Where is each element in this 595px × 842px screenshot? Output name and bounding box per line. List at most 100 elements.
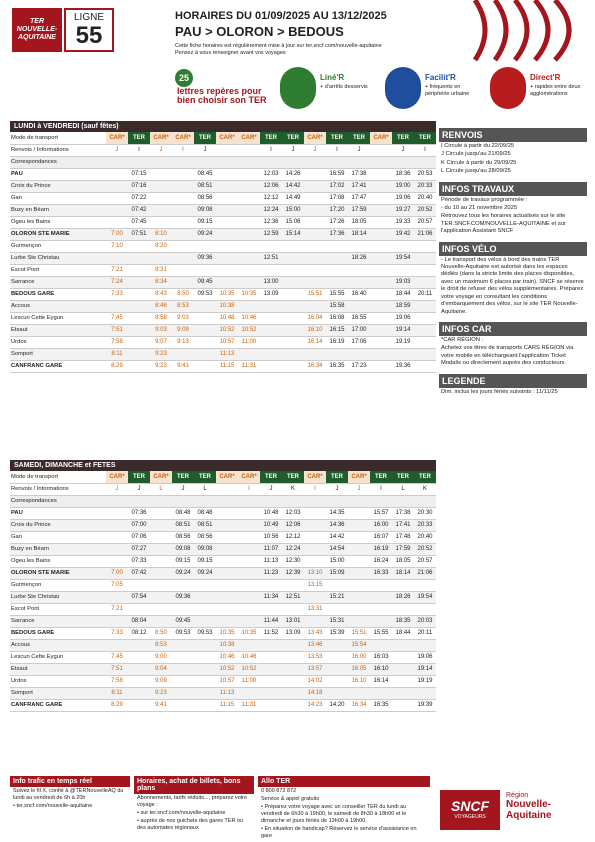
cell xyxy=(150,156,172,169)
time-cell xyxy=(194,663,216,676)
table-row: OLORON STE MARIE 7:00 07:51 8:10 09:24 12:59 1… xyxy=(10,228,436,241)
time-cell xyxy=(194,240,216,253)
mode-cell: TER xyxy=(392,132,414,145)
time-cell xyxy=(414,312,436,325)
time-cell xyxy=(370,264,392,277)
time-cell: 16:34 xyxy=(304,360,326,373)
time-cell: 11:15 xyxy=(216,360,238,373)
line-number: 55 xyxy=(75,22,103,49)
time-cell xyxy=(304,228,326,241)
time-cell: 17:36 xyxy=(326,228,348,241)
logo-text: SNCF xyxy=(450,798,490,814)
time-cell: 20:57 xyxy=(414,216,436,229)
time-cell xyxy=(194,639,216,652)
time-cell xyxy=(304,168,326,181)
time-cell: 11:23 xyxy=(260,567,282,580)
table-row: Lescun Cette Eygun 7:45 8:58 9:03 10:48 10:46… xyxy=(10,312,436,325)
cell xyxy=(326,156,348,169)
renvoi-cell: I xyxy=(326,144,348,157)
table-row: Gurmençon 7:10 8:20 xyxy=(10,240,436,253)
time-cell: 10:52 xyxy=(216,324,238,337)
time-cell xyxy=(370,579,392,592)
brand-text: AQUITAINE xyxy=(18,34,56,41)
time-cell xyxy=(128,348,150,361)
time-cell: 17:41 xyxy=(348,180,370,193)
time-cell xyxy=(106,543,128,556)
banner-text: lettres repères pour bien choisir son TE… xyxy=(177,86,267,105)
time-cell xyxy=(238,603,260,616)
mode-cell: TER xyxy=(326,132,348,145)
mode-name: Liné'R xyxy=(320,73,345,82)
time-cell: 8:10 xyxy=(150,228,172,241)
time-cell xyxy=(326,675,348,688)
station-name: Buzy en Béarn xyxy=(10,543,106,556)
row-label: Renvois / Informations xyxy=(10,144,106,157)
time-cell: 16:34 xyxy=(348,699,370,712)
time-cell xyxy=(370,288,392,301)
mode-desc: + fréquents en périphérie urbaine xyxy=(425,84,470,97)
time-cell xyxy=(216,519,238,532)
table-row: Lurbe Ste Christau 09:36 12:51 18:26 19:54 xyxy=(10,252,436,265)
time-cell xyxy=(414,252,436,265)
time-cell xyxy=(194,675,216,688)
time-cell xyxy=(238,264,260,277)
time-cell: 18:05 xyxy=(348,216,370,229)
time-cell: 13:43 xyxy=(304,627,326,640)
time-cell: 09:24 xyxy=(172,567,194,580)
renvoi-cell: I xyxy=(128,144,150,157)
time-cell xyxy=(414,324,436,337)
station-name: Escot Pont xyxy=(10,264,106,277)
renvoi-cell xyxy=(238,144,260,157)
line-badge: LIGNE 55 xyxy=(64,8,114,52)
time-cell: 10:35 xyxy=(238,288,260,301)
time-cell xyxy=(304,192,326,205)
time-cell: 17:23 xyxy=(348,360,370,373)
time-cell xyxy=(282,276,304,289)
time-cell xyxy=(106,507,128,520)
time-cell xyxy=(414,348,436,361)
time-cell xyxy=(216,531,238,544)
time-cell: 20:40 xyxy=(414,192,436,205)
time-cell xyxy=(150,180,172,193)
time-cell xyxy=(172,579,194,592)
time-cell: 09:15 xyxy=(194,216,216,229)
note: Pensez à vous renseigner avant vos voyag… xyxy=(175,50,286,56)
time-cell xyxy=(172,348,194,361)
table-row: BEDOUS GARE 7:33 8:43 8:50 09:53 10:35 10:35 13… xyxy=(10,288,436,301)
time-cell: 09:08 xyxy=(172,543,194,556)
table-title: LUNDI à VENDREDI (sauf fêtes) xyxy=(10,121,436,132)
time-cell xyxy=(260,240,282,253)
time-cell xyxy=(128,264,150,277)
time-cell: 20:53 xyxy=(414,168,436,181)
section-text: Dim. inclus les jours fériés suivants : … xyxy=(441,388,558,395)
renvoi-cell: J xyxy=(106,144,128,157)
time-cell: 18:44 xyxy=(392,627,414,640)
time-cell xyxy=(282,324,304,337)
mode-cell: CAR* xyxy=(106,132,128,145)
time-cell: 14:26 xyxy=(282,168,304,181)
time-cell xyxy=(238,192,260,205)
time-cell xyxy=(304,252,326,265)
time-cell: 11:15 xyxy=(216,699,238,712)
time-cell: 9:00 xyxy=(150,651,172,664)
time-cell: 20:11 xyxy=(414,288,436,301)
time-cell xyxy=(238,639,260,652)
time-cell: 07:06 xyxy=(128,531,150,544)
cell xyxy=(282,495,304,508)
time-cell xyxy=(282,288,304,301)
time-cell xyxy=(216,264,238,277)
time-cell xyxy=(304,348,326,361)
time-cell xyxy=(260,300,282,313)
table-row: Somport 8:11 9:23 11:13 14:18 xyxy=(10,687,436,700)
time-cell xyxy=(106,300,128,313)
mode-cell: CAR* xyxy=(150,471,172,484)
time-cell xyxy=(326,603,348,616)
time-cell xyxy=(392,264,414,277)
station-name: PAU xyxy=(10,507,106,520)
time-cell: 9:23 xyxy=(150,687,172,700)
station-name: Ogeu les Bains xyxy=(10,555,106,568)
station-name: Lurbe Ste Christau xyxy=(10,252,106,265)
table-row: PAU 07:15 08:45 12:03 14:26 16:59 17:38 18:36 20… xyxy=(10,168,436,181)
route: PAU > OLORON > BEDOUS xyxy=(175,24,344,39)
time-cell xyxy=(304,531,326,544)
